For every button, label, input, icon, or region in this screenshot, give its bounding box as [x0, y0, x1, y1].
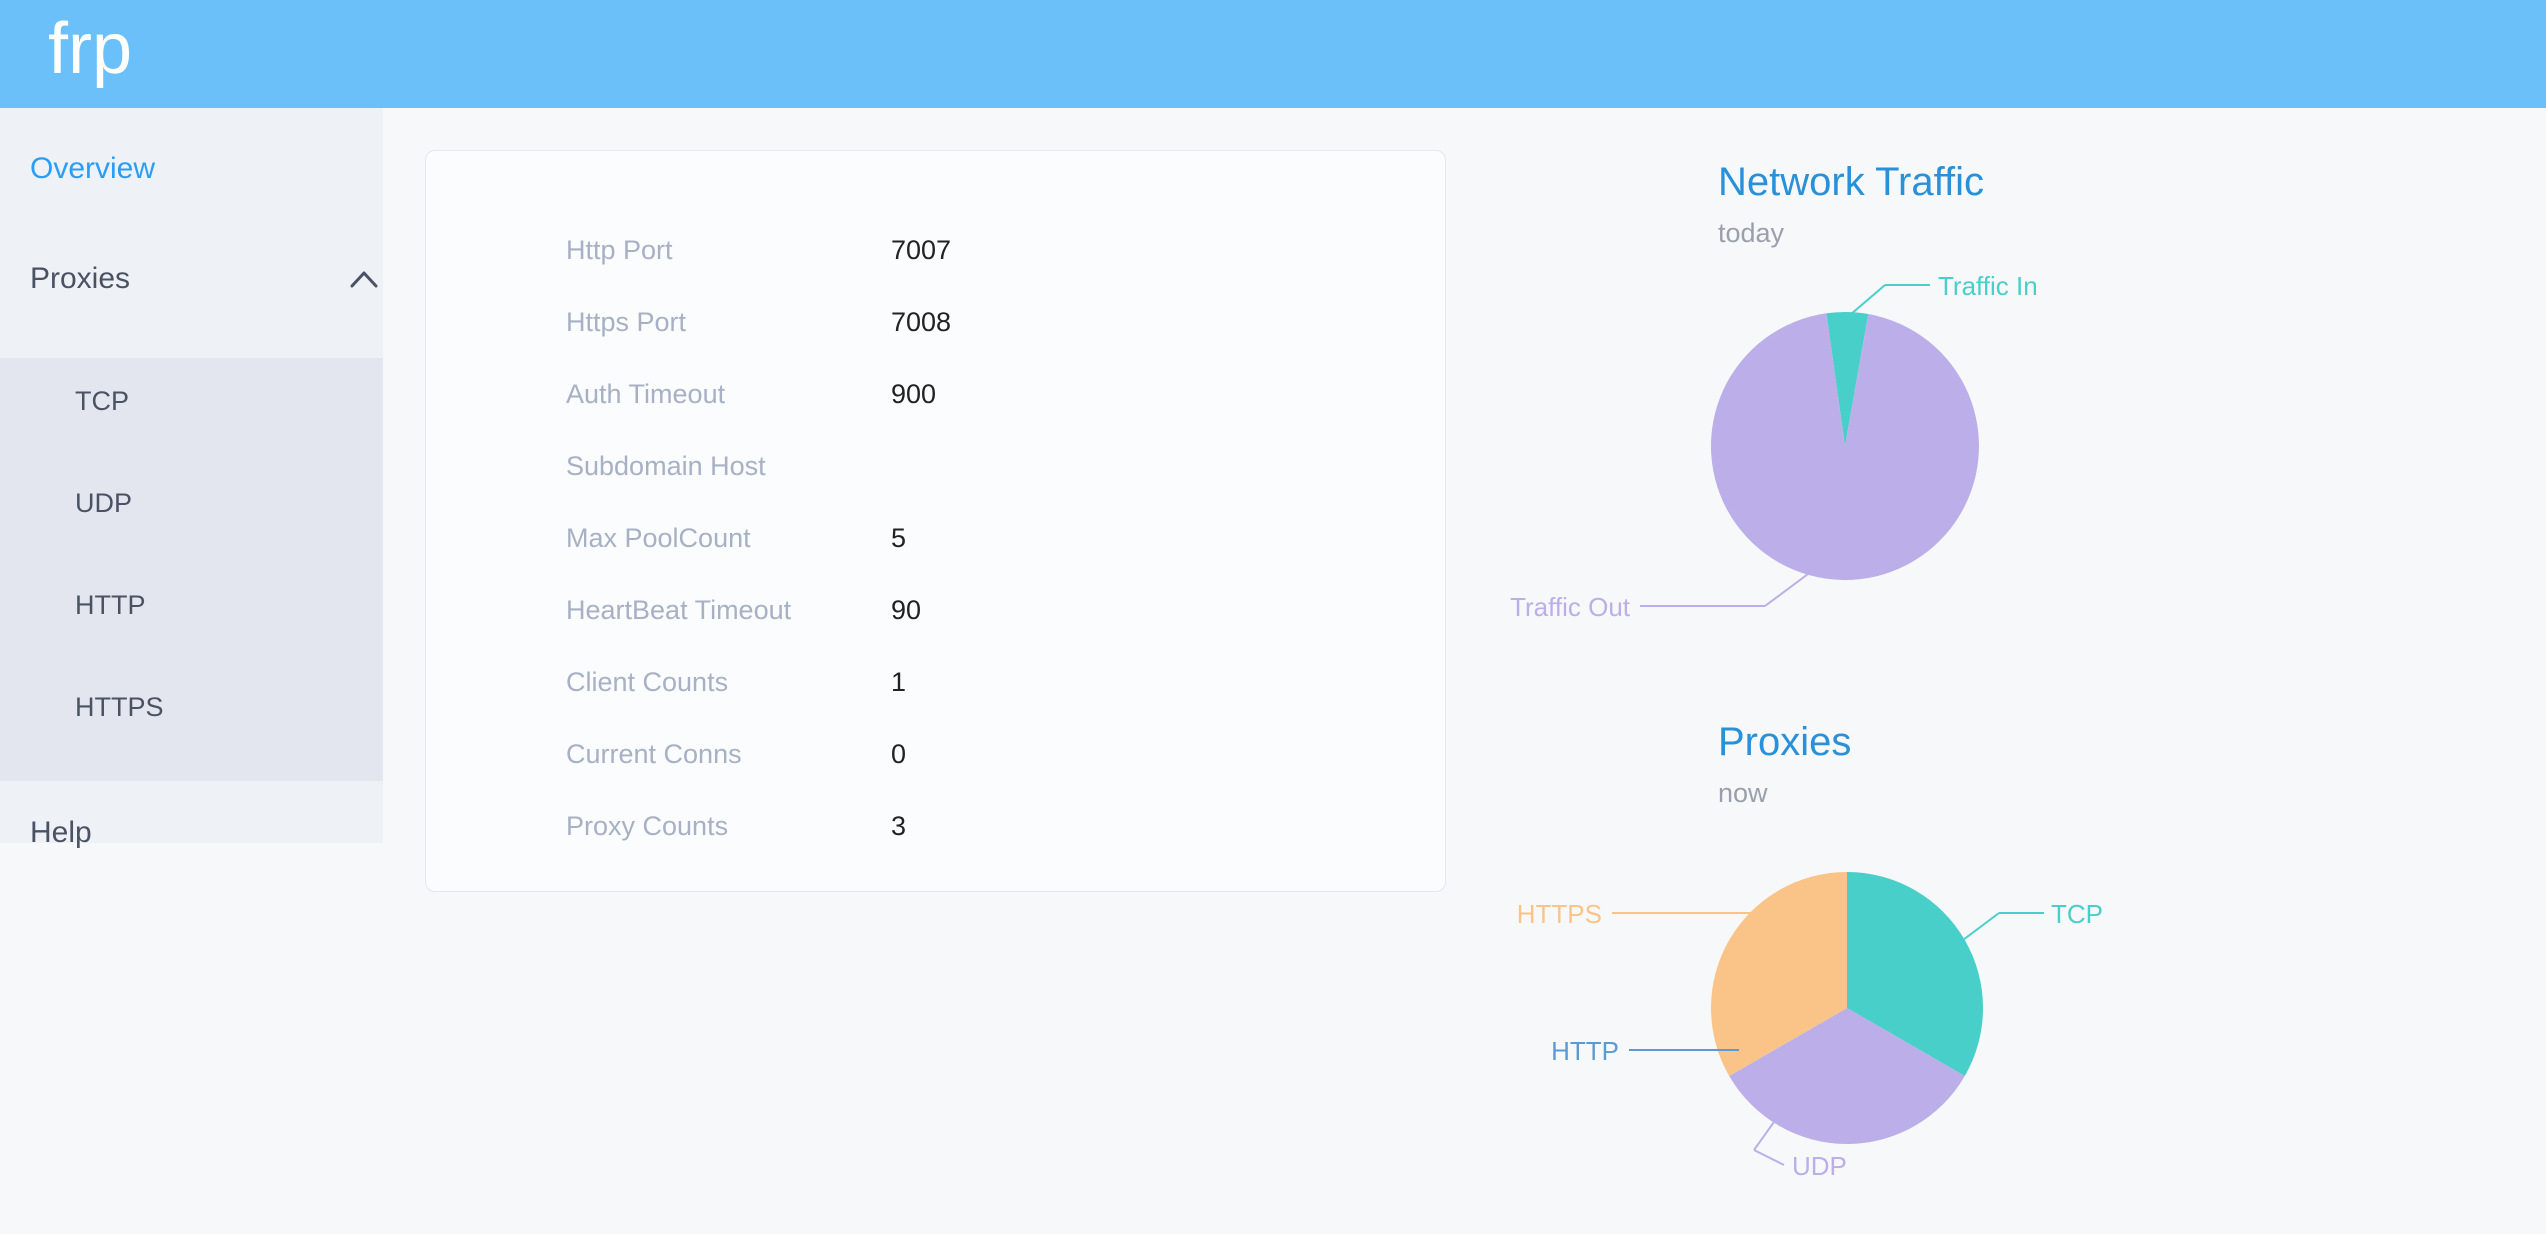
svg-text:UDP: UDP	[1792, 1151, 1847, 1181]
svg-text:Traffic Out: Traffic Out	[1510, 592, 1631, 622]
svg-text:HTTPS: HTTPS	[1517, 899, 1602, 929]
svg-text:Traffic In: Traffic In	[1938, 271, 2038, 301]
svg-text:TCP: TCP	[2051, 899, 2103, 929]
svg-text:HTTP: HTTP	[1551, 1036, 1619, 1066]
